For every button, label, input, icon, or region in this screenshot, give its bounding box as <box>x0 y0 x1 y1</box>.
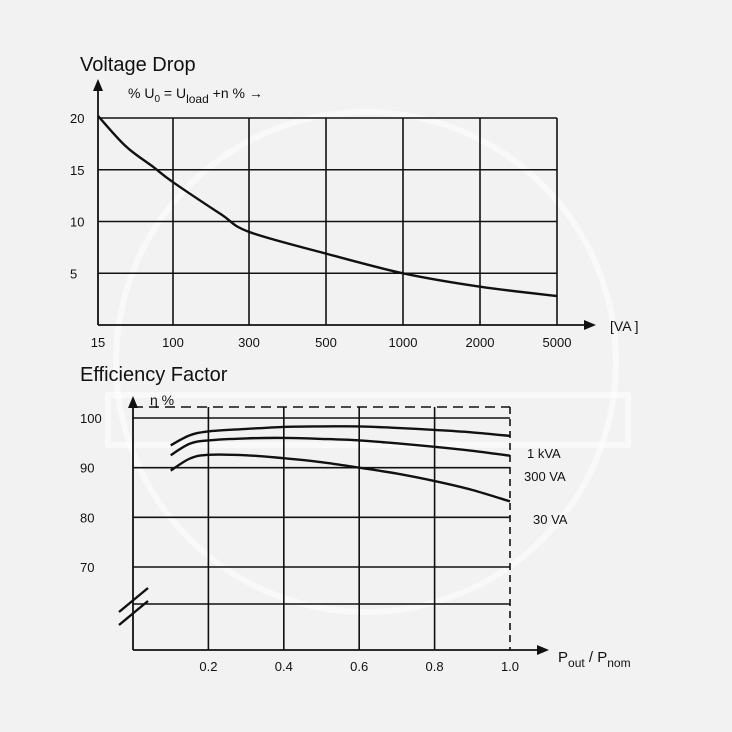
efficiency-x-tick: 0.6 <box>350 659 368 674</box>
efficiency-xlabel: Pout / Pnom <box>558 649 631 670</box>
voltage-drop-xlabel: [VA ] <box>610 318 639 334</box>
efficiency-curve <box>170 436 511 457</box>
voltage-drop-x-arrow <box>584 320 596 330</box>
voltage-drop-y-arrow <box>93 79 103 91</box>
voltage-drop-x-tick: 1000 <box>389 335 418 350</box>
watermark-frame <box>105 392 631 448</box>
efficiency-x-tick: 1.0 <box>501 659 519 674</box>
watermark <box>105 109 631 615</box>
voltage-drop-y-tick: 15 <box>70 163 84 178</box>
efficiency-series-label: 30 VA <box>533 512 568 527</box>
voltage-drop-y-tick: 10 <box>70 215 84 230</box>
efficiency-series-label: 1 kVA <box>527 446 561 461</box>
axis-break-mark <box>118 600 149 626</box>
efficiency-curve <box>170 453 511 503</box>
efficiency-y-tick: 70 <box>80 560 94 575</box>
axis-break-mark <box>118 587 149 613</box>
voltage-drop-marks: 5 10 15 20 15 100 300 500 1000 2000 5000 <box>70 111 571 350</box>
efficiency-x-arrow <box>537 645 549 655</box>
voltage-drop-x-tick: 100 <box>162 335 184 350</box>
efficiency-ylabel: η % <box>150 392 174 408</box>
voltage-drop-ylabel: % U0 = Uload +n % → <box>128 85 263 106</box>
voltage-drop-x-tick: 5000 <box>543 335 572 350</box>
efficiency-series-label: 300 VA <box>524 469 566 484</box>
voltage-drop-y-tick: 5 <box>70 266 77 281</box>
efficiency-y-tick: 80 <box>80 510 94 525</box>
voltage-drop-x-tick: 300 <box>238 335 260 350</box>
efficiency-grid <box>118 396 549 655</box>
voltage-drop-y-tick: 20 <box>70 111 84 126</box>
voltage-drop-curve <box>97 115 558 298</box>
efficiency-x-tick: 0.4 <box>275 659 293 674</box>
efficiency-x-tick: 0.8 <box>426 659 444 674</box>
voltage-drop-x-tick: 500 <box>315 335 337 350</box>
voltage-drop-x-tick: 2000 <box>466 335 495 350</box>
efficiency-marks: 70 80 90 100 0.2 0.4 0.6 0.8 1.0 1 kVA 300 VA 30 VA <box>80 411 568 674</box>
efficiency-y-tick: 90 <box>80 461 94 476</box>
voltage-drop-x-tick: 15 <box>91 335 105 350</box>
efficiency-x-tick: 0.2 <box>199 659 217 674</box>
voltage-drop-title: Voltage Drop <box>80 54 196 76</box>
voltage-drop-grid <box>93 79 596 330</box>
watermark-circle <box>113 109 619 615</box>
efficiency-curve <box>170 425 511 447</box>
efficiency-y-tick: 100 <box>80 411 102 426</box>
efficiency-y-arrow <box>128 396 138 408</box>
efficiency-title: Efficiency Factor <box>80 364 228 386</box>
